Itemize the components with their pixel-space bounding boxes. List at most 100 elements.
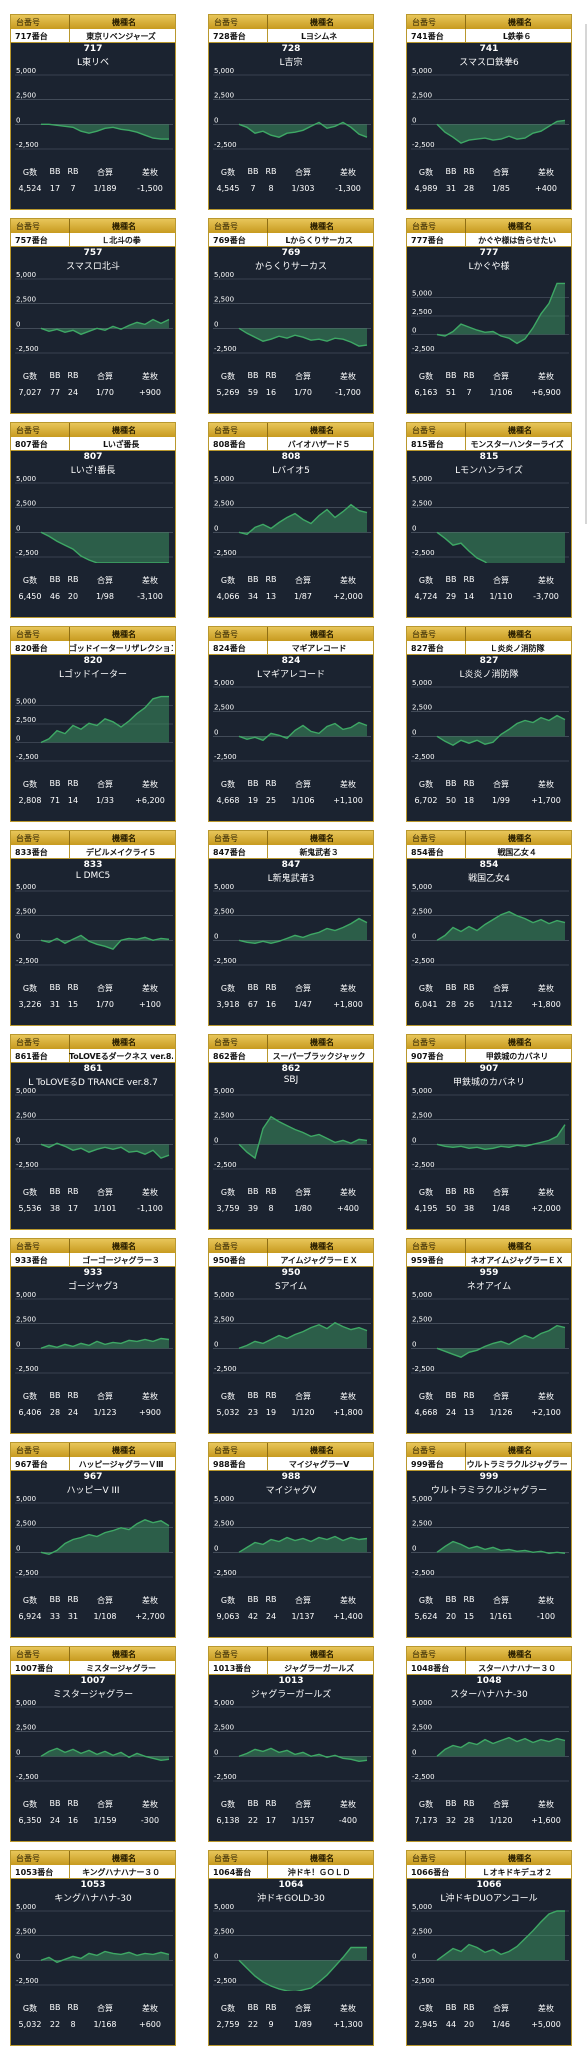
machine-num: 1066 (476, 1880, 502, 1890)
header-divider (69, 1443, 70, 1457)
header-label-no: 台番号 (16, 426, 40, 435)
machine-card-827[interactable]: 台番号 機種名 827番台 Ｌ炎炎ノ消防隊 827 L炎炎ノ消防隊 5,000 2,500 0 -… (406, 626, 572, 822)
y-tick-label: 0 (412, 1136, 416, 1144)
machine-card-1048[interactable]: 台番号 機種名 1048番台 スターハナハナー３０ 1048 スターハナハナ-30 5,00… (406, 1646, 572, 1842)
machine-card-1007[interactable]: 台番号 機種名 1007番台 ミスタージャグラー 1007 ミスタージャグラー 5,000 2… (10, 1646, 176, 1842)
y-tick-label: 2,500 (214, 1724, 234, 1732)
value-diff: -1,100 (137, 1204, 163, 1213)
y-tick-label: 0 (214, 320, 218, 328)
label-diff: 差枚 (538, 780, 554, 789)
header-divider (267, 831, 268, 845)
chart-line (238, 1115, 368, 1160)
value-bb: 22 (247, 2020, 259, 2029)
chart-area (41, 1519, 169, 1555)
machine-number: 988番台 (213, 1460, 246, 1469)
value-rate: 1/87 (294, 592, 312, 601)
value-bb: 28 (445, 1000, 457, 1009)
machine-card-959[interactable]: 台番号 機種名 959番台 ネオアイムジャグラーＥＸ 959 ネオアイム 5,000 2,50… (406, 1238, 572, 1434)
card-header: 台番号 機種名 (209, 831, 373, 845)
machine-card-907[interactable]: 台番号 機種名 907番台 甲鉄城のカバネリ 907 甲鉄城のカバネリ 5,000 2,500… (406, 1034, 572, 1230)
label-rate: 合算 (493, 1392, 509, 1401)
value-rb: 24 (67, 1408, 79, 1417)
machine-title: 新鬼武者３ (299, 848, 339, 857)
header-label-name: 機種名 (508, 834, 532, 843)
scrollbar[interactable] (585, 24, 587, 524)
machine-card-741[interactable]: 台番号 機種名 741番台 L鉄拳６ 741 スマスロ鉄拳6 5,000 2,500 0 -2,5… (406, 14, 572, 210)
label-games: G数 (418, 372, 434, 381)
header-label-no: 台番号 (214, 1242, 238, 1251)
label-bb: BB (247, 575, 259, 584)
machine-number: 824番台 (213, 644, 246, 653)
machine-card-717[interactable]: 台番号 機種名 717番台 東京リベンジャーズ 717 L東リベ 5,000 2,500 0 -2… (10, 14, 176, 210)
machine-card-1066[interactable]: 台番号 機種名 1066番台 Ｌオキドキデュオ２ 1066 L沖ドキDUOアンコール 5,0… (406, 1850, 572, 2046)
label-rate: 合算 (97, 2004, 113, 2013)
header-divider (69, 1647, 70, 1661)
value-diff: +400 (337, 1204, 359, 1213)
chart-line (41, 123, 169, 140)
machine-card-950[interactable]: 台番号 機種名 950番台 アイムジャグラーＥＸ 950 Sアイム 5,000 2,500 0 -… (208, 1238, 374, 1434)
label-diff: 差枚 (538, 1392, 554, 1401)
y-tick-label: 5,000 (214, 1699, 234, 1707)
machine-card-999[interactable]: 台番号 機種名 999番台 ウルトラミラクルジャグラー 999 ウルトラミラクルジャグラー… (406, 1442, 572, 1638)
machine-card-820[interactable]: 台番号 機種名 820番台 ゴッドイーターリザレクション 820 Lゴッドイーター 5,00… (10, 626, 176, 822)
machine-card-833[interactable]: 台番号 機種名 833番台 デビルメイクライ５ 833 L DMC5 5,000 2,500 0… (10, 830, 176, 1026)
value-rate: 1/99 (492, 796, 510, 805)
chart-line (238, 1535, 368, 1553)
machine-card-807[interactable]: 台番号 機種名 807番台 Lいざ番長 807 Lいざ!番長 5,000 2,500 0 -2,5… (10, 422, 176, 618)
value-bb: 34 (247, 592, 259, 601)
y-tick-label: -2,500 (412, 1161, 435, 1169)
y-tick-label: 0 (16, 320, 20, 328)
y-tick-label: 0 (412, 932, 416, 940)
chart-area (41, 532, 169, 563)
machine-card-824[interactable]: 台番号 機種名 824番台 マギアレコード 824 Lマギアレコード 5,000 2,500 0… (208, 626, 374, 822)
label-rb: RB (265, 2003, 277, 2012)
value-rate: 1/108 (93, 1612, 117, 1621)
y-tick-label: 0 (412, 1544, 416, 1552)
card-title-row: 1007番台 ミスタージャグラー (11, 1661, 175, 1675)
chart-area (41, 1951, 169, 1963)
machine-card-1013[interactable]: 台番号 機種名 1013番台 ジャグラーガールズ 1013 ジャグラーガールズ 5,000 2… (208, 1646, 374, 1842)
machine-card-777[interactable]: 台番号 機種名 777番台 かぐや様は告らせたい 777 Lかぐや様 5,000 2,500 0… (406, 218, 572, 414)
card-title-row: 820番台 ゴッドイーターリザレクション (11, 641, 175, 655)
machine-number: 933番台 (15, 1256, 48, 1265)
y-tick-label: 2,500 (214, 908, 234, 916)
value-diff: +1,800 (531, 1000, 561, 1009)
machine-card-862[interactable]: 台番号 機種名 862番台 スーパーブラックジャック 862 SBJ 5,000 2,500 0… (208, 1034, 374, 1230)
machine-card-967[interactable]: 台番号 機種名 967番台 ハッピージャグラーＶⅢ 967 ハッピーV III 5,000 2… (10, 1442, 176, 1638)
value-diff: -1,700 (335, 388, 361, 397)
label-rb: RB (463, 983, 475, 992)
machine-card-933[interactable]: 台番号 機種名 933番台 ゴーゴージャグラー３ 933 ゴージャグ3 5,000 2,500… (10, 1238, 176, 1434)
machine-card-769[interactable]: 台番号 機種名 769番台 Lからくりサーカス 769 からくりサーカス 5,000 2,50… (208, 218, 374, 414)
value-diff: -100 (536, 1612, 556, 1621)
machine-card-808[interactable]: 台番号 機種名 808番台 バイオハザード５ 808 Lバイオ5 5,000 2,500 0 -2… (208, 422, 374, 618)
header-divider (465, 831, 466, 845)
value-rb: 18 (463, 796, 475, 805)
header-label-name: 機種名 (112, 222, 136, 231)
machine-card-847[interactable]: 台番号 機種名 847番台 新鬼武者３ 847 L新鬼武者3 5,000 2,500 0 -2,5… (208, 830, 374, 1026)
machine-card-1064[interactable]: 台番号 機種名 1064番台 沖ドキ！ＧＯＬＤ 1064 沖ドキGOLD-30 5,000 2… (208, 1850, 374, 2046)
header-divider (69, 423, 70, 437)
machine-card-757[interactable]: 台番号 機種名 757番台 Ｌ北斗の拳 757 スマスロ北斗 5,000 2,500 0 -2,5… (10, 218, 176, 414)
card-header: 台番号 機種名 (407, 1647, 571, 1661)
y-tick-label: -2,500 (412, 957, 435, 965)
header-divider (69, 15, 70, 29)
header-divider (69, 831, 70, 845)
machine-card-815[interactable]: 台番号 機種名 815番台 モンスターハンターライズ 815 Lモンハンライズ 5,000 2… (406, 422, 572, 618)
card-title-row: 1064番台 沖ドキ！ＧＯＬＤ (209, 1865, 373, 1879)
diff-chart: 5,000 2,500 0 -2,500 (411, 1699, 569, 1782)
machine-num: 815 (479, 452, 499, 462)
header-label-no: 台番号 (412, 222, 436, 231)
y-tick-label: -2,500 (412, 549, 435, 557)
machine-card-1053[interactable]: 台番号 機種名 1053番台 キングハナハナー３０ 1053 キングハナハナ-30 5,00… (10, 1850, 176, 2046)
y-tick-label: 2,500 (214, 1316, 234, 1324)
value-rate: 1/101 (93, 1204, 117, 1213)
chart-line (436, 910, 566, 941)
machine-card-861[interactable]: 台番号 機種名 861番台 ToLOVEるダークネス ver.8.7 861 L ToLO… (10, 1034, 176, 1230)
machine-card-854[interactable]: 台番号 機種名 854番台 戦国乙女４ 854 戦国乙女4 5,000 2,500 0 -2,50… (406, 830, 572, 1026)
machine-card-988[interactable]: 台番号 機種名 988番台 マイジャグラーⅤ 988 マイジャグV 5,000 2,500 0 -… (208, 1442, 374, 1638)
label-rate: 合算 (493, 576, 509, 585)
machine-card-728[interactable]: 台番号 機種名 728番台 Lヨシムネ 728 L吉宗 5,000 2,500 0 -2,500 G… (208, 14, 374, 210)
diff-chart: 5,000 2,500 0 -2,500 (411, 679, 569, 762)
label-games: G数 (22, 1596, 38, 1605)
chart-area (239, 1322, 367, 1349)
